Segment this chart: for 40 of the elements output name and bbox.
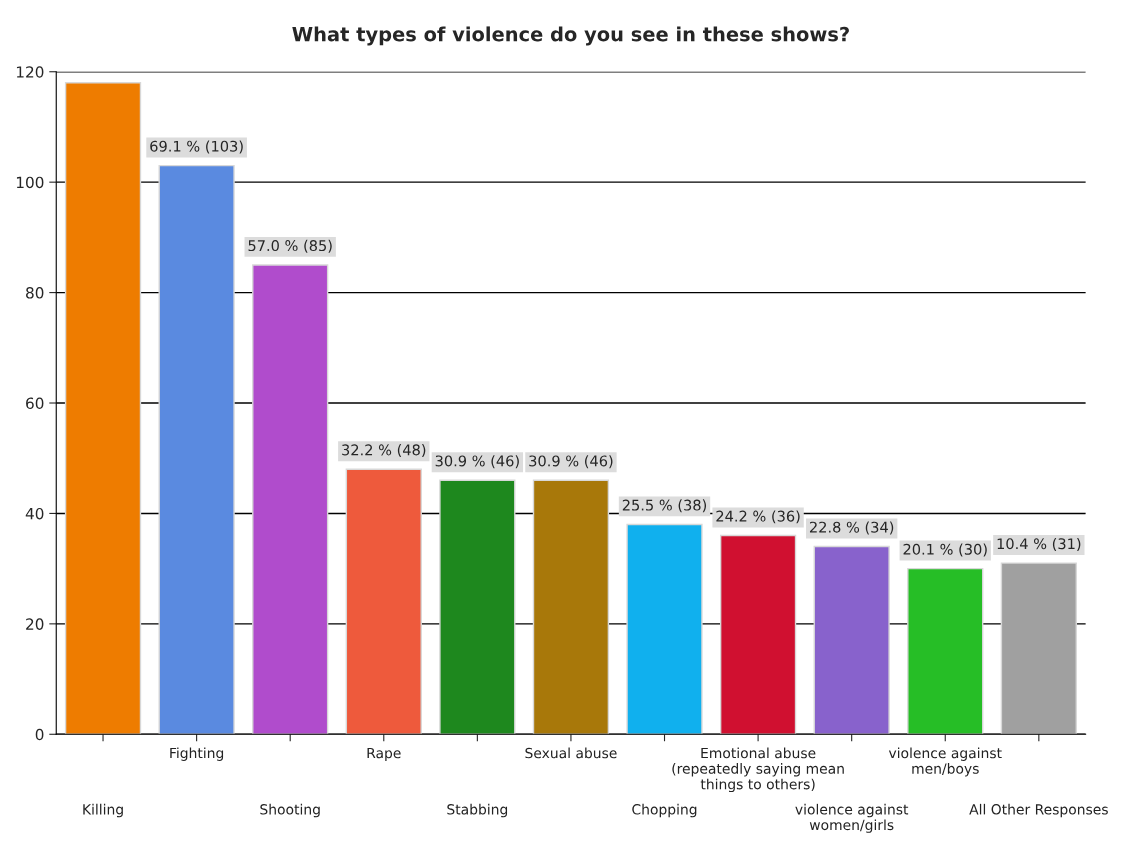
- bar: [719, 534, 797, 735]
- x-tick-label: Fighting: [170, 747, 224, 761]
- bar: [813, 545, 890, 735]
- bar: [345, 468, 422, 735]
- data-label: 22.8 % (34): [809, 521, 894, 535]
- data-label: 69.1 % (103): [150, 140, 243, 154]
- data-label: 24.2 % (36): [716, 510, 800, 524]
- data-label: 20.1 % (30): [903, 543, 987, 557]
- bar: [907, 567, 984, 735]
- chart-title: What types of violence do you see in these shows?: [292, 26, 849, 46]
- x-tick-label: Shooting: [260, 803, 320, 818]
- bar: [532, 479, 610, 735]
- bar: [1000, 562, 1077, 735]
- data-label: 57.0 % (85): [248, 239, 332, 253]
- x-tick-label: Killing: [83, 803, 123, 818]
- data-label: 30.9 % (46): [529, 455, 613, 469]
- x-tick-label: violence against women/girls: [795, 803, 909, 833]
- y-tick-label: 20: [26, 618, 44, 630]
- bar: [439, 479, 516, 735]
- y-tick-label: 100: [16, 176, 44, 189]
- x-tick-label: Rape: [367, 747, 401, 761]
- x-tick-label: Emotional abuse (repeatedly saying mean things to others): [672, 747, 844, 793]
- data-label: 32.2 % (48): [342, 444, 426, 458]
- bar: [64, 82, 142, 735]
- data-label: 30.9 % (46): [435, 455, 519, 469]
- x-tick-label: violence against men/boys: [888, 747, 1002, 777]
- bar: [158, 164, 235, 735]
- bar: [252, 264, 329, 735]
- x-tick-label: Sexual abuse: [525, 747, 617, 759]
- bar: [626, 523, 703, 735]
- x-tick-label: All Other Responses: [969, 803, 1108, 818]
- data-label: 10.4 % (31): [997, 537, 1081, 551]
- x-tick-label: Chopping: [632, 803, 697, 818]
- x-tick-label: Stabbing: [447, 803, 508, 818]
- y-tick-label: 40: [25, 507, 44, 520]
- y-tick-label: 80: [26, 287, 44, 299]
- y-tick-label: 0: [35, 728, 44, 741]
- y-tick-label: 120: [16, 66, 44, 78]
- data-label: 25.5 % (38): [622, 499, 707, 513]
- y-tick-label: 60: [26, 397, 44, 410]
